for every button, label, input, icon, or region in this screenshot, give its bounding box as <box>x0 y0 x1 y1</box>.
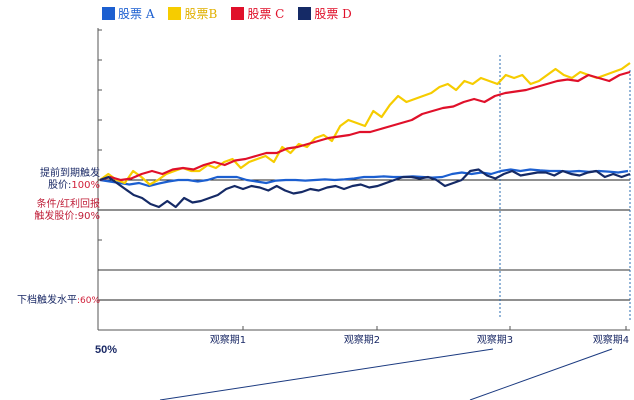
legend-label-stock-a: 股票 A <box>118 6 155 21</box>
label-coupon-level: 条件/红利回报 触发股价:90% <box>0 199 100 223</box>
legend-item-stock-b: 股票B <box>168 4 217 22</box>
legend-item-stock-c: 股票 C <box>231 4 284 22</box>
label-early-redemption-value: 100% <box>71 180 100 191</box>
x-tick-label: 观察期3 <box>477 333 513 346</box>
x-tick-labels: 观察期1 观察期2 观察期3 观察期4 <box>210 326 629 346</box>
series-line-4 <box>99 168 631 209</box>
legend-swatch-stock-a <box>102 6 115 20</box>
label-coupon-line1: 条件/红利回报 <box>36 199 100 210</box>
x-tick-label: 观察期2 <box>344 333 380 346</box>
label-early-redemption-line1: 提前到期触发 <box>40 168 100 179</box>
label-coupon-line2: 触发股价:90% <box>34 211 100 222</box>
label-early-redemption-prefix: 股价: <box>48 180 72 191</box>
label-downside-value: :60% <box>76 296 100 306</box>
legend-swatch-stock-b <box>168 6 182 20</box>
legend-label-stock-c: 股票 C <box>247 6 285 21</box>
series-line-2 <box>99 62 631 186</box>
series-line-1 <box>99 168 629 188</box>
legend-label-stock-d: 股票 D <box>314 6 352 21</box>
label-early-redemption-level: 提前到期触发 股价:100% <box>0 168 100 192</box>
x-tick-label: 观察期4 <box>593 333 629 346</box>
label-early-redemption-line2: 股价:100% <box>0 180 100 192</box>
legend-swatch-stock-d <box>298 6 312 20</box>
series-line-3 <box>99 70 631 182</box>
label-downside-text: 下档触发水平 <box>16 295 77 306</box>
chart-frame <box>97 28 631 400</box>
axis-start-label: 50% <box>95 344 118 356</box>
label-downside-level: 下档触发水平:60% <box>0 295 100 307</box>
x-tick-label: 观察期1 <box>210 333 246 346</box>
legend: 股票 A 股票B 股票 C 股票 D <box>102 4 352 22</box>
legend-item-stock-d: 股票 D <box>298 4 352 22</box>
legend-label-stock-b: 股票B <box>184 6 218 21</box>
legend-swatch-stock-c <box>231 6 245 20</box>
series-layer <box>99 62 631 209</box>
callout-line-1 <box>159 348 494 400</box>
callout-line-2 <box>469 348 613 400</box>
legend-item-stock-a: 股票 A <box>102 4 154 22</box>
